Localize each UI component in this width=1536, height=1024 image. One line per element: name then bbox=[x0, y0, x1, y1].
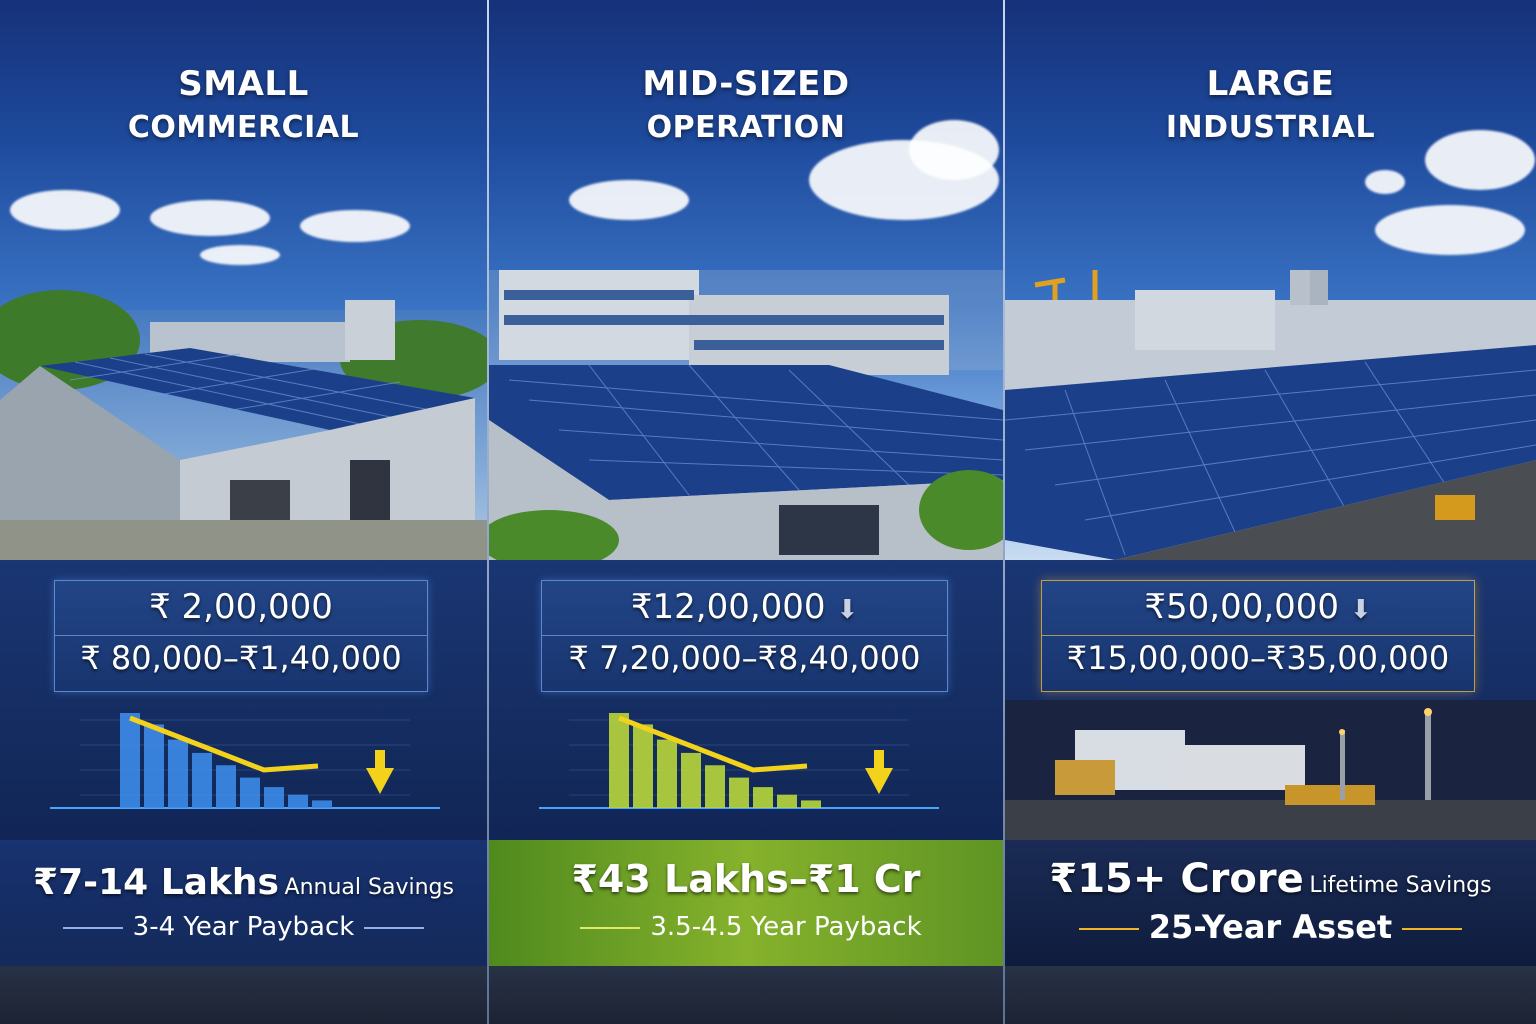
asset-footer: 25-Year Asset bbox=[1005, 908, 1536, 946]
annual-savings-range: ₹ 7,20,000–₹8,40,000 bbox=[568, 639, 921, 677]
system-cost: ₹ 2,00,000 bbox=[149, 587, 333, 627]
cloud bbox=[200, 245, 280, 265]
headline-savings-value: ₹43 Lakhs–₹1 Cr bbox=[571, 857, 921, 901]
chart-bar bbox=[657, 739, 677, 808]
cloud bbox=[150, 200, 270, 236]
savings-band bbox=[489, 840, 1003, 966]
chart-bar bbox=[144, 724, 164, 808]
headline-savings-value: ₹15+ Crore bbox=[1049, 856, 1304, 902]
down-arrow-shaft bbox=[874, 750, 884, 770]
road bbox=[489, 966, 1003, 1024]
cloud bbox=[300, 210, 410, 242]
rooftop-solar-scene bbox=[1005, 270, 1536, 560]
headline-savings-label: Annual Savings bbox=[284, 875, 454, 900]
chart-bar bbox=[120, 713, 140, 808]
headline-savings-value: ₹7-14 Lakhs bbox=[33, 862, 279, 903]
payback-text: 3-4 Year Payback bbox=[132, 912, 355, 942]
panel-title-line1: LARGE bbox=[1206, 64, 1335, 104]
panel-title-line2: INDUSTRIAL bbox=[1165, 110, 1376, 145]
trend-arrow-icon bbox=[618, 715, 808, 773]
savings-decline-chart bbox=[50, 713, 440, 809]
savings-decline-chart bbox=[539, 713, 939, 809]
chart-bar bbox=[168, 739, 188, 808]
payback-footer: 3.5-4.5 Year Payback bbox=[489, 912, 1003, 942]
chart-bar bbox=[216, 765, 236, 808]
panel-large-industrial: LARGE INDUSTRIAL ₹50,00,000 ⬇ ₹15,00,000… bbox=[1005, 0, 1536, 1024]
lifetime-savings-range: ₹15,00,000–₹35,00,000 bbox=[1066, 639, 1450, 677]
cloud bbox=[569, 180, 689, 220]
cloud bbox=[1425, 130, 1535, 190]
system-cost-row: ₹50,00,000 ⬇ bbox=[1042, 587, 1474, 627]
panel-mid-sized-operation: MID-SIZED OPERATION ₹12,00,000 ⬇ ₹ 7,20,… bbox=[489, 0, 1003, 1024]
panel-divider bbox=[487, 0, 489, 1024]
down-arrow-icon bbox=[865, 768, 893, 794]
headline-savings: ₹43 Lakhs–₹1 Cr bbox=[489, 857, 1003, 901]
chart-bar bbox=[729, 777, 749, 808]
payback-footer: 3-4 Year Payback bbox=[0, 912, 487, 942]
savings-band bbox=[1005, 840, 1536, 966]
panel-title-line1: MID-SIZED bbox=[642, 64, 850, 104]
headline-savings: ₹7-14 Lakhs Annual Savings bbox=[0, 862, 487, 903]
system-cost: ₹12,00,000 bbox=[630, 587, 826, 627]
chart-bar bbox=[609, 713, 629, 808]
price-box: ₹50,00,000 ⬇ ₹15,00,000–₹35,00,000 bbox=[1041, 580, 1475, 692]
panel-divider bbox=[1003, 0, 1005, 1024]
panel-title-line1: SMALL bbox=[178, 64, 309, 104]
chart-bar bbox=[705, 765, 725, 808]
cloud bbox=[909, 120, 999, 180]
chart-bar bbox=[801, 800, 821, 808]
price-box: ₹ 2,00,000 ₹ 80,000–₹1,40,000 bbox=[54, 580, 428, 692]
panel-title-line2: OPERATION bbox=[646, 110, 846, 145]
road bbox=[1005, 966, 1536, 1024]
down-arrow-icon: ⬇ bbox=[1349, 595, 1372, 625]
chart-bar bbox=[633, 724, 653, 808]
road bbox=[0, 966, 487, 1024]
chart-bar bbox=[264, 787, 284, 808]
system-cost-row: ₹12,00,000 ⬇ bbox=[542, 587, 947, 627]
down-arrow-icon bbox=[366, 768, 394, 794]
payback-text: 3.5-4.5 Year Payback bbox=[650, 912, 922, 942]
headline-savings: ₹15+ Crore Lifetime Savings bbox=[1005, 856, 1536, 902]
rooftop-solar-scene bbox=[489, 270, 1003, 560]
asset-text: 25-Year Asset bbox=[1148, 908, 1393, 946]
down-arrow-icon: ⬇ bbox=[836, 595, 859, 625]
industrial-yard-scene bbox=[1005, 700, 1536, 840]
chart-bar bbox=[753, 787, 773, 808]
price-box: ₹12,00,000 ⬇ ₹ 7,20,000–₹8,40,000 bbox=[541, 580, 948, 692]
cloud bbox=[10, 190, 120, 230]
cloud bbox=[1365, 170, 1405, 194]
chart-bar bbox=[240, 777, 260, 808]
rooftop-solar-scene bbox=[0, 290, 487, 560]
chart-bar bbox=[192, 752, 212, 808]
down-arrow-shaft bbox=[375, 750, 385, 770]
chart-bar bbox=[681, 752, 701, 808]
panel-small-commercial: SMALL COMMERCIAL ₹ 2,00,000 ₹ 80,000–₹1,… bbox=[0, 0, 487, 1024]
panel-title-line2: COMMERCIAL bbox=[127, 110, 360, 145]
chart-bar bbox=[777, 794, 797, 808]
cloud bbox=[1375, 205, 1525, 255]
trend-arrow-icon bbox=[129, 715, 319, 773]
annual-savings-range: ₹ 80,000–₹1,40,000 bbox=[80, 639, 402, 677]
chart-bar bbox=[288, 794, 308, 808]
system-cost: ₹50,00,000 bbox=[1144, 587, 1340, 627]
savings-band bbox=[0, 840, 487, 966]
headline-savings-label: Lifetime Savings bbox=[1309, 873, 1492, 898]
chart-bar bbox=[312, 800, 332, 808]
